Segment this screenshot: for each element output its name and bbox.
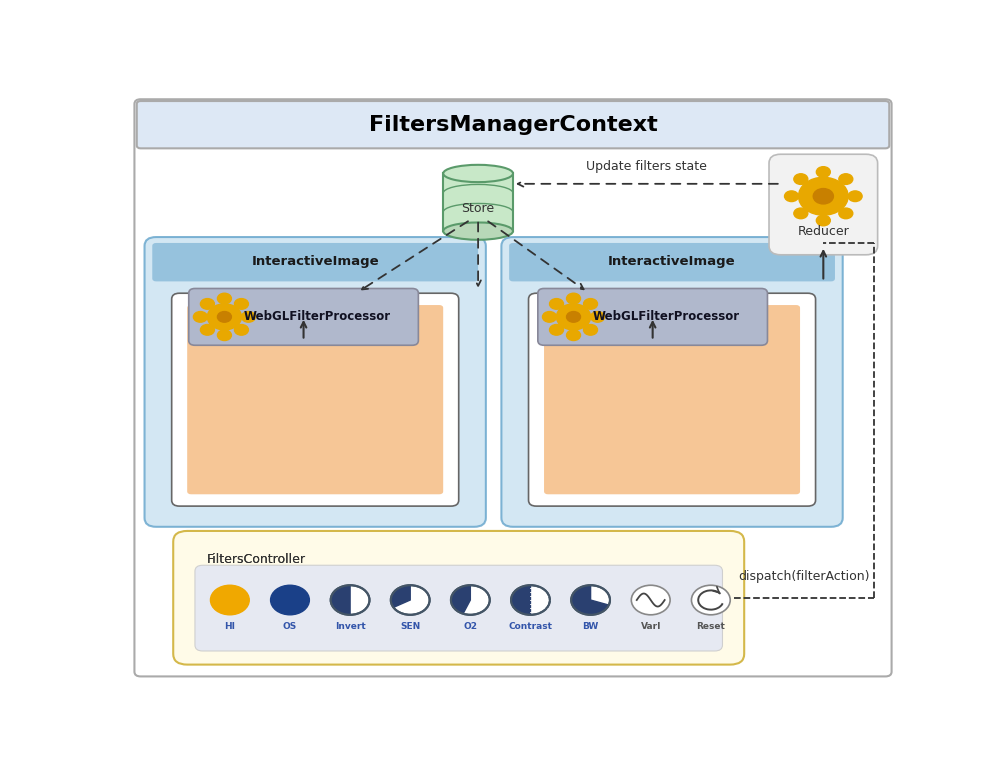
Circle shape — [217, 330, 231, 340]
Wedge shape — [331, 586, 350, 614]
Circle shape — [584, 325, 598, 335]
Circle shape — [584, 299, 598, 310]
Circle shape — [839, 174, 853, 184]
FancyBboxPatch shape — [769, 154, 878, 255]
Circle shape — [210, 585, 249, 615]
Bar — [443, 174, 513, 231]
FancyBboxPatch shape — [137, 101, 889, 148]
Text: SEN: SEN — [400, 622, 420, 631]
Text: Invert: Invert — [334, 622, 365, 631]
FancyBboxPatch shape — [152, 243, 478, 281]
Text: WebGLFilterProcessor: WebGLFilterProcessor — [593, 310, 740, 323]
Circle shape — [794, 208, 808, 219]
Text: Reset: Reset — [697, 622, 726, 631]
Ellipse shape — [443, 165, 514, 182]
Circle shape — [692, 585, 730, 615]
Circle shape — [557, 304, 591, 330]
FancyBboxPatch shape — [510, 243, 835, 281]
FancyBboxPatch shape — [172, 293, 458, 506]
Circle shape — [839, 208, 853, 219]
FancyBboxPatch shape — [529, 293, 816, 506]
Text: Store: Store — [461, 201, 494, 214]
Text: FiltersController: FiltersController — [206, 553, 305, 566]
FancyBboxPatch shape — [144, 237, 485, 527]
FancyBboxPatch shape — [545, 305, 800, 495]
Text: Reducer: Reducer — [798, 224, 849, 237]
Circle shape — [241, 312, 255, 323]
Circle shape — [632, 585, 670, 615]
Text: FiltersController: FiltersController — [206, 553, 305, 566]
Circle shape — [550, 299, 564, 310]
Wedge shape — [512, 586, 531, 614]
Circle shape — [567, 330, 581, 340]
Circle shape — [848, 191, 862, 201]
Circle shape — [572, 585, 610, 615]
Text: HI: HI — [224, 622, 235, 631]
Text: Contrast: Contrast — [509, 622, 553, 631]
FancyBboxPatch shape — [195, 565, 723, 651]
Circle shape — [207, 304, 241, 330]
Circle shape — [200, 325, 214, 335]
Circle shape — [234, 325, 248, 335]
Circle shape — [270, 585, 309, 615]
Text: FiltersManagerContext: FiltersManagerContext — [368, 114, 658, 134]
Circle shape — [567, 312, 581, 323]
Circle shape — [813, 189, 834, 204]
Circle shape — [512, 585, 550, 615]
Wedge shape — [451, 586, 470, 613]
Circle shape — [390, 585, 429, 615]
Text: InteractiveImage: InteractiveImage — [251, 256, 379, 268]
FancyBboxPatch shape — [134, 99, 892, 677]
Circle shape — [450, 585, 489, 615]
FancyBboxPatch shape — [187, 305, 443, 495]
Circle shape — [217, 312, 231, 323]
Text: VarI: VarI — [641, 622, 661, 631]
Circle shape — [217, 293, 231, 304]
FancyBboxPatch shape — [538, 289, 768, 346]
Circle shape — [817, 215, 830, 226]
Text: dispatch(filterAction): dispatch(filterAction) — [739, 570, 870, 583]
Ellipse shape — [443, 223, 514, 240]
Circle shape — [200, 299, 214, 310]
FancyBboxPatch shape — [173, 531, 744, 664]
Circle shape — [234, 299, 248, 310]
Circle shape — [330, 585, 369, 615]
Text: O2: O2 — [463, 622, 477, 631]
Wedge shape — [572, 586, 608, 614]
Circle shape — [794, 174, 808, 184]
FancyBboxPatch shape — [502, 237, 843, 527]
Circle shape — [591, 312, 605, 323]
Text: InteractiveImage: InteractiveImage — [609, 256, 736, 268]
Circle shape — [785, 191, 799, 201]
FancyBboxPatch shape — [189, 289, 418, 346]
Circle shape — [193, 312, 207, 323]
Text: OS: OS — [283, 622, 297, 631]
Wedge shape — [391, 586, 410, 607]
Circle shape — [817, 167, 830, 177]
Circle shape — [567, 293, 581, 304]
Circle shape — [550, 325, 564, 335]
Text: WebGLFilterProcessor: WebGLFilterProcessor — [244, 310, 391, 323]
Circle shape — [543, 312, 557, 323]
Text: Update filters state: Update filters state — [587, 161, 708, 173]
Circle shape — [799, 177, 848, 215]
Text: BW: BW — [583, 622, 599, 631]
